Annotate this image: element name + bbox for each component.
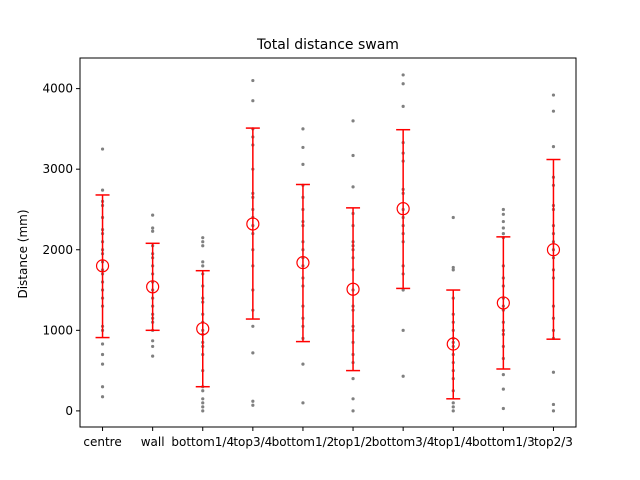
data-point <box>151 344 155 349</box>
data-point <box>251 78 255 83</box>
data-point <box>201 409 205 413</box>
chart-axes: 0 1000 2000 3000 4000 centre wall bottom1/4 top3… <box>42 82 572 449</box>
data-point <box>501 212 505 216</box>
chart-title: Total distance swam <box>256 37 399 53</box>
data-point <box>201 236 205 240</box>
data-point <box>251 351 255 355</box>
plot-frame <box>79 57 577 428</box>
data-point <box>100 147 105 151</box>
data-point <box>151 226 155 230</box>
x-tick-label: bottom1/4 <box>171 435 234 449</box>
y-axis-label: Distance (mm) <box>16 209 30 298</box>
x-tick-label: wall <box>141 435 165 449</box>
data-point <box>151 354 155 358</box>
data-point <box>201 244 205 248</box>
data-point <box>251 403 255 407</box>
chart-marks <box>95 73 561 413</box>
data-point <box>351 397 355 401</box>
data-point <box>251 399 255 403</box>
data-point <box>451 215 455 220</box>
x-tick-label: centre <box>83 435 121 449</box>
data-point <box>151 339 155 343</box>
data-point <box>251 324 255 328</box>
data-point <box>501 226 505 230</box>
data-point <box>451 265 455 270</box>
data-point <box>301 362 305 366</box>
data-point <box>301 127 305 131</box>
data-point <box>201 401 205 405</box>
data-point <box>551 409 556 413</box>
data-point <box>301 401 305 405</box>
data-point <box>451 405 455 409</box>
data-point <box>401 374 405 378</box>
data-point <box>151 213 155 217</box>
data-point <box>401 328 405 332</box>
data-point <box>351 119 355 123</box>
data-point <box>201 260 205 264</box>
y-tick-label: 0 <box>65 404 73 418</box>
data-point <box>501 387 505 391</box>
data-point <box>551 402 556 407</box>
data-point <box>451 268 455 272</box>
data-point <box>100 362 105 366</box>
mean-marker <box>396 202 410 216</box>
data-point <box>100 352 105 357</box>
data-point <box>351 377 355 381</box>
y-tick-label: 3000 <box>42 162 73 176</box>
mean-marker <box>296 256 310 270</box>
data-point <box>451 409 455 413</box>
data-point <box>251 99 255 103</box>
data-point <box>351 409 355 413</box>
x-tick-label: bottom1/3 <box>472 435 535 449</box>
data-point <box>551 370 556 374</box>
mean-marker <box>196 322 210 336</box>
x-tick-label: bottom3/4 <box>372 435 435 449</box>
data-point <box>401 73 405 77</box>
data-point <box>301 162 305 166</box>
data-point <box>100 342 105 346</box>
mean-marker <box>346 282 360 296</box>
data-point <box>401 82 405 86</box>
mean-marker <box>546 243 561 257</box>
data-point <box>301 145 305 150</box>
data-point <box>201 405 205 409</box>
mean-marker <box>95 259 110 273</box>
data-point <box>100 188 105 192</box>
mean-marker <box>146 280 160 294</box>
x-tick-label: top1/4 <box>434 435 473 449</box>
data-point <box>551 109 556 113</box>
data-point <box>201 397 205 401</box>
data-point <box>100 395 105 399</box>
y-tick-label: 2000 <box>42 243 73 257</box>
mean-marker <box>446 337 460 351</box>
x-tick-label: top2/3 <box>534 435 573 449</box>
data-point <box>501 406 505 411</box>
data-point <box>201 389 205 393</box>
data-point <box>501 207 505 212</box>
data-point <box>551 93 556 97</box>
mean-marker <box>496 296 510 310</box>
data-point <box>501 219 505 224</box>
data-point <box>551 145 556 149</box>
y-tick-label: 4000 <box>42 82 73 96</box>
data-point <box>351 185 355 189</box>
data-point <box>501 373 505 377</box>
data-point <box>501 232 505 236</box>
data-point <box>100 385 105 389</box>
mean-marker <box>246 217 260 231</box>
data-point <box>201 240 205 244</box>
data-point <box>401 288 405 292</box>
x-tick-label: top1/2 <box>334 435 373 449</box>
data-point <box>151 229 155 233</box>
y-tick-label: 1000 <box>42 323 73 337</box>
data-point <box>201 264 205 268</box>
data-point <box>351 153 355 158</box>
x-tick-label: top3/4 <box>233 435 272 449</box>
data-point <box>401 104 405 108</box>
data-point <box>451 401 455 405</box>
x-tick-label: bottom1/2 <box>272 435 335 449</box>
